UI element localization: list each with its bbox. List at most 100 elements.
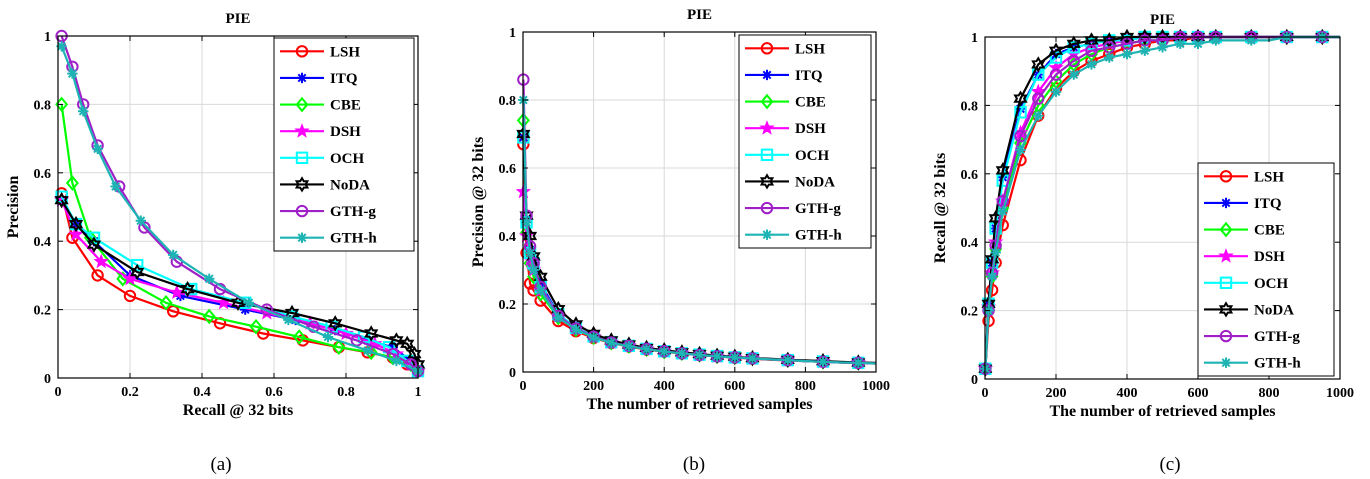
data-point bbox=[260, 303, 273, 316]
legend-item: GTH-g bbox=[280, 204, 376, 220]
data-point bbox=[606, 337, 617, 348]
chart-title: PIE bbox=[225, 11, 250, 27]
data-point bbox=[1157, 42, 1168, 53]
data-point bbox=[54, 192, 69, 209]
data-point bbox=[747, 353, 758, 364]
data-point bbox=[729, 352, 740, 363]
data-point bbox=[535, 285, 546, 296]
legend-marker bbox=[760, 93, 774, 110]
legend-marker bbox=[761, 229, 773, 240]
data-point bbox=[817, 356, 829, 367]
data-point bbox=[400, 335, 415, 352]
legend-item: CBE bbox=[745, 93, 826, 111]
data-point bbox=[1067, 54, 1080, 68]
data-point bbox=[782, 354, 793, 366]
y-tick-label: 1 bbox=[509, 26, 516, 41]
data-point bbox=[1015, 144, 1026, 156]
data-point bbox=[711, 351, 723, 362]
data-point bbox=[68, 215, 84, 233]
legend-item: LSH bbox=[1204, 169, 1284, 185]
data-point bbox=[350, 334, 363, 347]
data-point bbox=[1068, 69, 1079, 80]
data-point bbox=[853, 357, 864, 368]
data-point bbox=[93, 253, 109, 269]
data-point bbox=[694, 349, 705, 361]
data-point bbox=[387, 342, 398, 353]
y-tick-label: 0.8 bbox=[34, 98, 52, 113]
series-line-noda bbox=[60, 199, 420, 365]
legend-marker bbox=[296, 232, 308, 243]
data-point bbox=[528, 264, 539, 276]
legend-box bbox=[273, 37, 415, 252]
legend-marker bbox=[1218, 248, 1234, 263]
data-point bbox=[1175, 38, 1186, 49]
data-point bbox=[123, 289, 137, 303]
legend-item: CBE bbox=[280, 96, 361, 114]
caption-a: (a) bbox=[210, 454, 231, 475]
data-point bbox=[676, 348, 688, 359]
legend-label: ITQ bbox=[795, 68, 823, 84]
legend-item: LSH bbox=[745, 41, 825, 57]
legend-label: GTH-g bbox=[795, 201, 841, 217]
axes-box bbox=[984, 36, 1341, 380]
legend-item: GTH-h bbox=[1204, 356, 1301, 372]
legend-label: NoDA bbox=[1254, 302, 1294, 318]
legend-item: DSH bbox=[745, 120, 826, 137]
x-tick-label: 0.6 bbox=[265, 385, 283, 400]
series-line-gth-h bbox=[984, 35, 1340, 369]
data-point bbox=[86, 236, 102, 253]
y-tick-label: 0.4 bbox=[961, 236, 979, 251]
legend-label: GTH-g bbox=[1254, 329, 1300, 345]
series-noda bbox=[54, 192, 426, 373]
data-point bbox=[202, 308, 216, 325]
x-tick-label: 0 bbox=[520, 379, 527, 394]
legend-marker bbox=[295, 204, 309, 218]
data-point bbox=[1033, 110, 1044, 121]
y-tick-label: 0.4 bbox=[34, 235, 52, 250]
legend-item: GTH-g bbox=[745, 201, 841, 217]
legend-marker bbox=[1219, 329, 1233, 343]
data-point bbox=[1192, 38, 1204, 49]
chart-title: PIE bbox=[687, 7, 712, 23]
x-axis-label: The number of retrieved samples bbox=[1049, 403, 1275, 420]
legend-label: GTH-h bbox=[330, 231, 377, 247]
data-point bbox=[1015, 103, 1026, 114]
y-tick-label: 0.6 bbox=[961, 168, 979, 183]
legend-marker bbox=[760, 148, 774, 162]
panel-a: 0 0.2 0.4 0.6 0.8 1 0 0.2 0.4 0.6 0.8 1 PIE Recall @ … bbox=[5, 11, 426, 419]
data-point bbox=[1049, 68, 1063, 81]
data-point bbox=[204, 273, 215, 284]
x-tick-label: 0 bbox=[55, 385, 62, 400]
y-axis-label: Recall @ 32 bits bbox=[932, 153, 949, 263]
data-point bbox=[240, 304, 251, 315]
data-point bbox=[68, 226, 84, 241]
x-tick-label: 600 bbox=[724, 379, 745, 394]
data-point bbox=[641, 344, 652, 355]
legend-marker bbox=[760, 42, 774, 55]
legend-label: DSH bbox=[795, 121, 826, 137]
legend-label: DSH bbox=[1254, 249, 1285, 265]
legend-label: OCH bbox=[795, 148, 830, 164]
legend-box bbox=[738, 34, 872, 249]
data-point bbox=[130, 263, 145, 281]
data-point bbox=[659, 346, 670, 357]
data-point bbox=[1085, 44, 1098, 57]
data-point bbox=[138, 221, 151, 234]
legend-item: OCH bbox=[745, 148, 830, 164]
legend-marker bbox=[295, 45, 309, 58]
data-point bbox=[135, 215, 146, 226]
legend-label: GTH-h bbox=[795, 228, 842, 244]
x-axis-label: Recall @ 32 bits bbox=[183, 402, 293, 419]
data-point bbox=[990, 247, 1001, 258]
legend-item: GTH-g bbox=[1204, 329, 1300, 345]
legend-label: NoDA bbox=[795, 174, 835, 190]
legend-label: LSH bbox=[330, 44, 360, 60]
data-point bbox=[1014, 106, 1027, 119]
legend-item: OCH bbox=[280, 151, 365, 167]
legend-box bbox=[1197, 162, 1335, 377]
data-point bbox=[332, 339, 346, 355]
legend: LSH ITQ CBE DSH OCH NoDA GTH-g GTH-h bbox=[738, 34, 872, 249]
legend-item: OCH bbox=[1204, 276, 1289, 292]
data-point bbox=[389, 332, 404, 349]
legend-marker bbox=[759, 173, 775, 190]
